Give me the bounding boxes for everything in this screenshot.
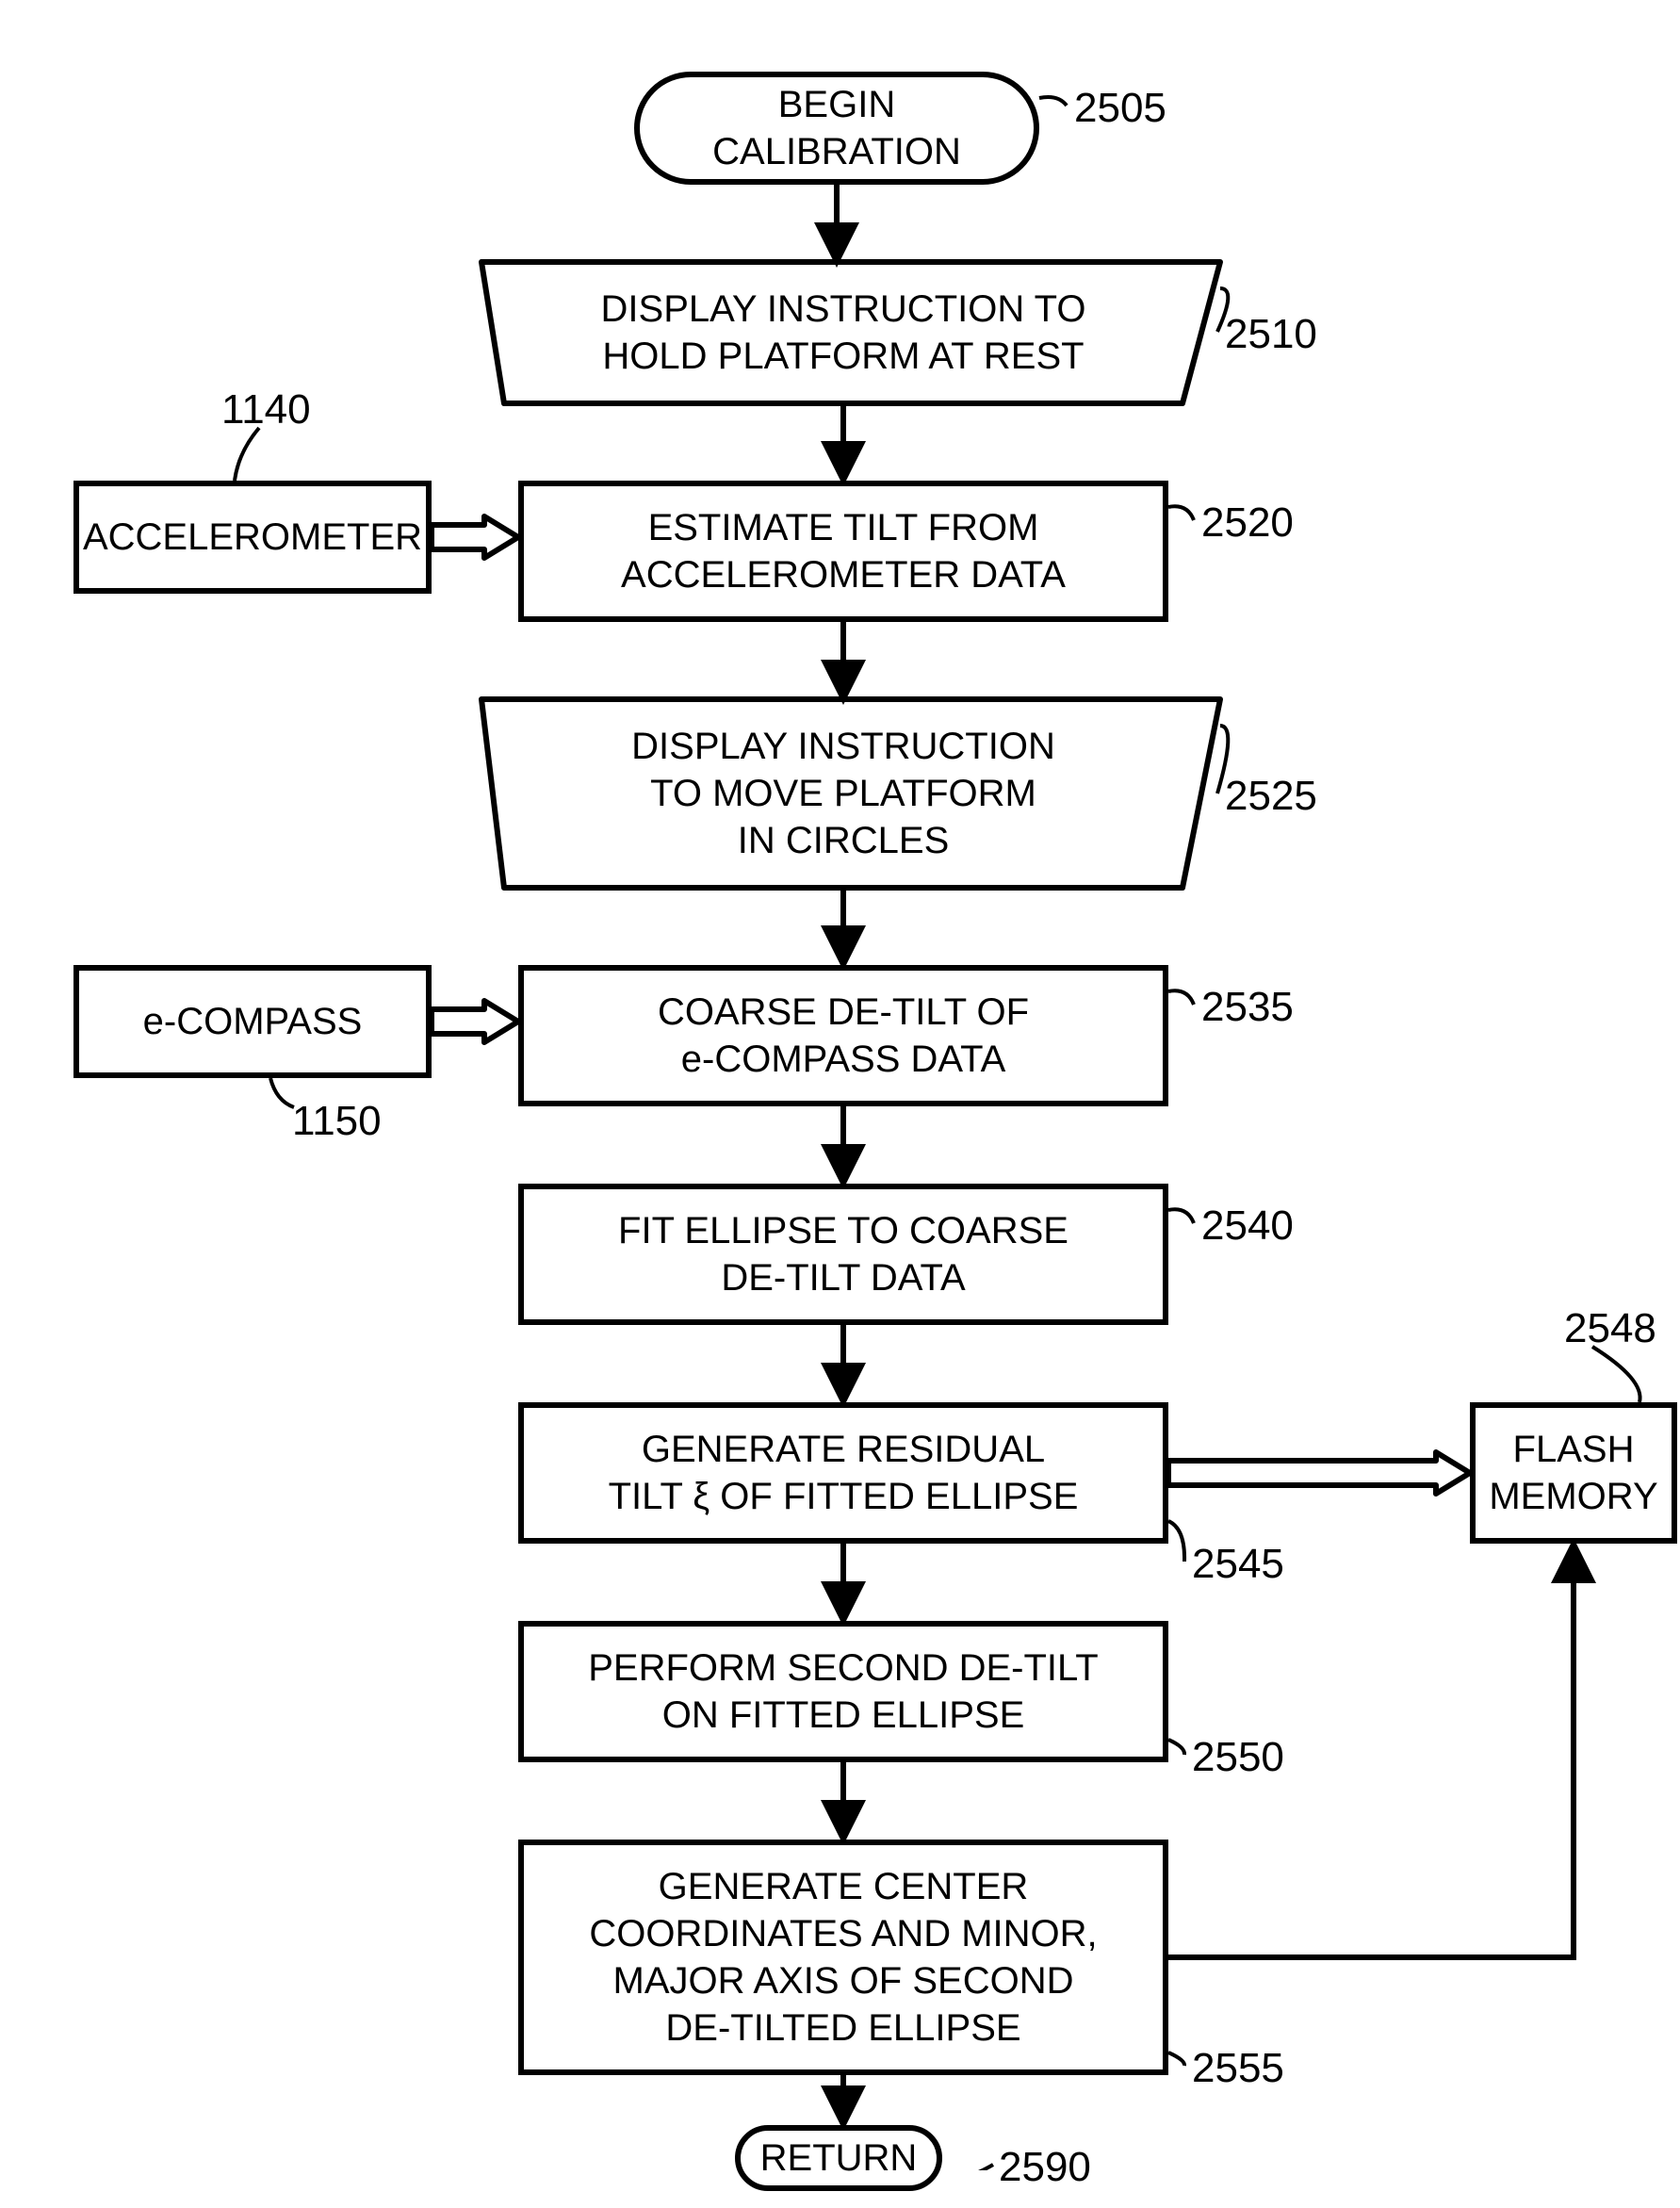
label-n2540: 2540 [1201,1202,1294,1250]
label-n2520: 2520 [1201,499,1294,547]
flowchart-canvas: BEGIN CALIBRATION 2505 DISPLAY INSTRUCTION… [38,38,1680,2170]
label-n2548: 2548 [1564,1305,1656,1352]
label-n2590: 2590 [999,2144,1091,2191]
node-n2550: PERFORM SECOND DE-TILT ON FITTED ELLIPSE [518,1621,1168,1762]
node-n2555: GENERATE CENTER COORDINATES AND MINOR, M… [518,1840,1168,2075]
label-n2550: 2550 [1192,1734,1284,1781]
node-n2545: GENERATE RESIDUAL TILT ξ OF FITTED ELLIP… [518,1402,1168,1544]
label-n2535: 2535 [1201,984,1294,1031]
label-n2555: 2555 [1192,2045,1284,2092]
node-n2535: COARSE DE-TILT OF e-COMPASS DATA [518,965,1168,1106]
node-n2548: FLASH MEMORY [1470,1402,1677,1544]
node-n2590: RETURN [735,2125,942,2191]
node-n2525: DISPLAY INSTRUCTION TO MOVE PLATFORM IN … [504,699,1183,888]
label-n2545: 2545 [1192,1541,1284,1588]
node-n2520: ESTIMATE TILT FROM ACCELEROMETER DATA [518,481,1168,622]
label-n2505: 2505 [1074,85,1166,132]
node-n2510: DISPLAY INSTRUCTION TO HOLD PLATFORM AT … [504,262,1183,403]
label-n1140: 1140 [221,386,311,433]
label-n1150: 1150 [292,1098,382,1145]
label-n2510: 2510 [1225,311,1317,358]
label-n2525: 2525 [1225,773,1317,820]
node-n2540: FIT ELLIPSE TO COARSE DE-TILT DATA [518,1184,1168,1325]
node-n1140: ACCELEROMETER [73,481,432,594]
node-n2505: BEGIN CALIBRATION [634,72,1039,185]
node-n1150: e-COMPASS [73,965,432,1078]
